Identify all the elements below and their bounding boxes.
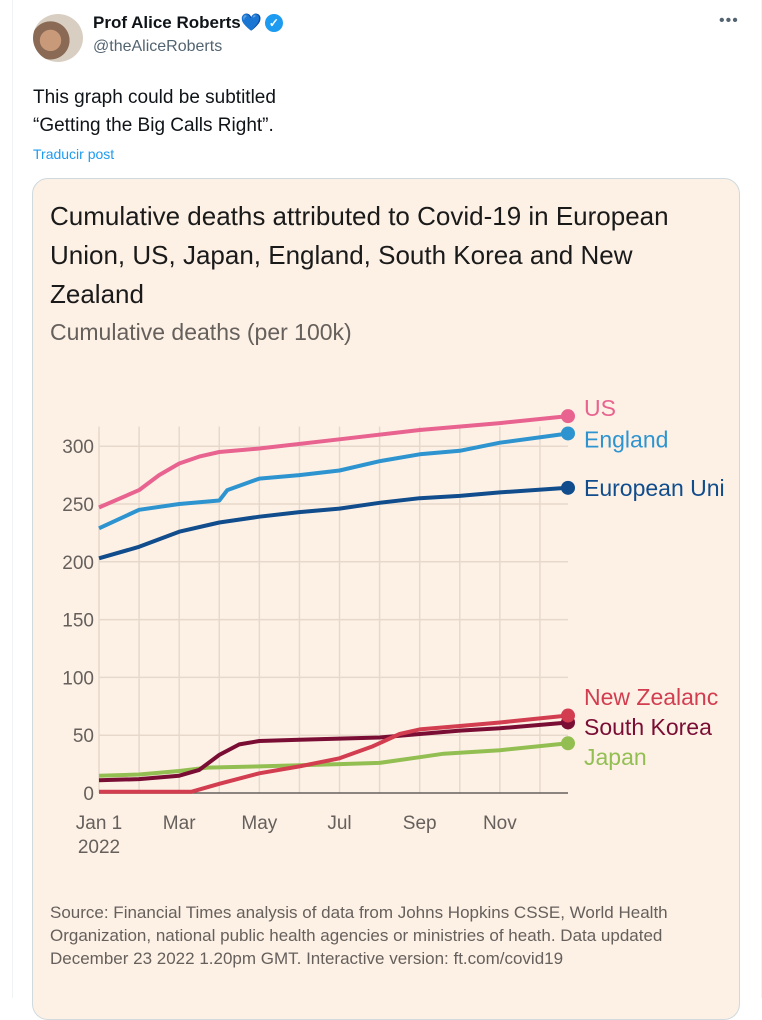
series-line-england: [98, 431, 569, 531]
y-tick-label: 0: [83, 784, 94, 805]
series-label: US: [584, 395, 616, 421]
more-options-icon[interactable]: •••: [719, 12, 739, 29]
verified-badge-icon: ✓: [264, 14, 283, 32]
series-line-south-korea: [98, 720, 569, 783]
x-tick-label: Jan 1: [76, 813, 122, 834]
tweet-text-line: This graph could be subtitled: [33, 87, 276, 108]
translate-post-link[interactable]: Traducir post: [33, 146, 115, 162]
tweet-text-line: “Getting the Big Calls Right”.: [33, 115, 274, 136]
x-tick-label: Nov: [483, 813, 517, 834]
x-tick-label: Mar: [163, 813, 196, 834]
series-line-us: [98, 414, 569, 510]
series-line-japan: [98, 741, 569, 778]
chart-source: Source: Financial Times analysis of data…: [50, 903, 668, 968]
series-label: New Zealanc: [584, 684, 718, 710]
y-tick-label: 150: [62, 611, 94, 632]
x-tick-year: 2022: [78, 837, 120, 858]
series-label: South Korea: [584, 714, 712, 740]
chart-ylabel: Cumulative deaths (per 100k): [50, 319, 352, 345]
blue-heart-icon: 💙: [240, 13, 262, 32]
tweet-text: This graph could be subtitled “Getting t…: [33, 84, 276, 140]
y-tick-label: 100: [62, 668, 94, 689]
series-line-new-zealand: [99, 713, 569, 794]
chart-image[interactable]: Cumulative deaths attributed to Covid-19…: [32, 178, 740, 1020]
series-label: England: [584, 426, 668, 452]
series-label: Japan: [584, 744, 647, 770]
y-tick-label: 200: [62, 553, 94, 574]
series-end-marker: [561, 409, 575, 424]
series-line-european-union: [98, 485, 569, 561]
author-handle[interactable]: @theAliceRoberts: [93, 38, 223, 55]
x-tick-label: May: [241, 813, 277, 834]
series-end-marker: [561, 736, 575, 751]
series-end-marker: [561, 480, 575, 495]
y-tick-label: 300: [62, 437, 94, 458]
author-name-text: Prof Alice Roberts: [93, 13, 241, 32]
x-tick-label: Jul: [327, 813, 351, 834]
chart-title: Cumulative deaths attributed to Covid-19…: [50, 201, 669, 309]
series-label: European Uni: [584, 475, 725, 501]
chart-plot: 0 50 100 150 200 250 300 Jan 1 2022 Mar May Jul Sep N…: [62, 395, 725, 858]
series-end-marker: [561, 426, 575, 441]
series-end-marker: [561, 708, 575, 723]
y-tick-label: 250: [62, 495, 94, 516]
tweet: Prof Alice Roberts💙 ✓ @theAliceRoberts ••…: [12, 0, 762, 998]
y-tick-label: 50: [73, 726, 94, 747]
x-tick-label: Sep: [403, 813, 437, 834]
author-name[interactable]: Prof Alice Roberts💙 ✓: [93, 13, 283, 33]
avatar[interactable]: [33, 14, 83, 62]
